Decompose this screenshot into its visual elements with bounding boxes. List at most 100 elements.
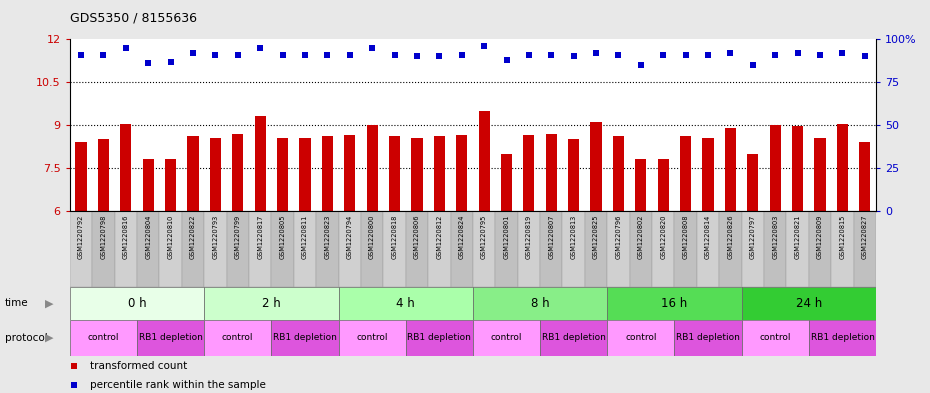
Bar (815, 138, 826, 211)
Text: RB1 depletion: RB1 depletion (139, 333, 203, 342)
Bar (299, 138, 311, 211)
Text: time: time (5, 298, 28, 309)
Bar (165, 159, 176, 211)
Point (231, 51, 246, 58)
Bar (741, 287, 876, 320)
Text: transformed count: transformed count (90, 361, 187, 371)
Text: RB1 depletion: RB1 depletion (407, 333, 472, 342)
Point (342, 51, 357, 58)
Text: GSM1220826: GSM1220826 (727, 215, 734, 259)
Text: GSM1220811: GSM1220811 (302, 215, 308, 259)
Bar (787, 211, 809, 287)
Point (66, 363, 81, 369)
Text: ▶: ▶ (45, 332, 53, 343)
Point (522, 51, 537, 58)
Text: GSM1220802: GSM1220802 (638, 215, 644, 259)
Bar (339, 320, 405, 356)
Point (365, 45, 379, 51)
Point (387, 51, 402, 58)
Bar (249, 211, 272, 287)
Text: GSM1220817: GSM1220817 (257, 215, 263, 259)
Bar (568, 139, 579, 211)
Bar (411, 138, 422, 211)
Text: GSM1220793: GSM1220793 (212, 215, 219, 259)
Point (432, 53, 446, 60)
Text: 4 h: 4 h (396, 297, 415, 310)
Bar (142, 159, 153, 211)
Bar (518, 211, 540, 287)
Bar (809, 211, 831, 287)
Bar (159, 211, 181, 287)
Bar (187, 136, 198, 211)
Bar (496, 211, 518, 287)
Text: GSM1220823: GSM1220823 (325, 215, 330, 259)
Bar (450, 211, 472, 287)
Text: GSM1220792: GSM1220792 (78, 215, 84, 259)
Bar (433, 136, 445, 211)
Text: GSM1220797: GSM1220797 (750, 215, 756, 259)
Bar (764, 211, 787, 287)
Bar (741, 320, 809, 356)
Bar (204, 320, 272, 356)
Bar (831, 211, 854, 287)
Point (656, 51, 671, 58)
Text: GSM1220803: GSM1220803 (772, 215, 778, 259)
Text: RB1 depletion: RB1 depletion (273, 333, 337, 342)
Text: GSM1220819: GSM1220819 (525, 215, 532, 259)
Point (66, 382, 81, 388)
Text: 24 h: 24 h (796, 297, 822, 310)
Point (768, 51, 783, 58)
Bar (294, 211, 316, 287)
Bar (137, 211, 159, 287)
Bar (137, 320, 204, 356)
Point (298, 51, 312, 58)
Text: GSM1220810: GSM1220810 (167, 215, 174, 259)
Bar (361, 211, 383, 287)
Bar (674, 211, 697, 287)
Bar (809, 320, 876, 356)
Point (633, 62, 648, 68)
Text: GSM1220795: GSM1220795 (481, 215, 487, 259)
Bar (613, 136, 624, 211)
Point (835, 50, 850, 56)
Bar (428, 211, 450, 287)
Bar (405, 211, 428, 287)
Bar (770, 125, 781, 211)
Point (566, 53, 581, 60)
Text: GSM1220794: GSM1220794 (347, 215, 352, 259)
Bar (92, 211, 114, 287)
Point (611, 51, 626, 58)
Bar (339, 287, 472, 320)
Point (409, 53, 424, 60)
Bar (472, 211, 496, 287)
Text: GSM1220804: GSM1220804 (145, 215, 152, 259)
Point (589, 50, 604, 56)
Point (185, 50, 200, 56)
Text: GSM1220799: GSM1220799 (234, 215, 241, 259)
Text: 2 h: 2 h (262, 297, 281, 310)
Point (140, 60, 155, 66)
Bar (697, 211, 719, 287)
Bar (75, 142, 86, 211)
Bar (204, 211, 227, 287)
Point (857, 53, 872, 60)
Point (477, 43, 492, 49)
Point (96, 51, 111, 58)
Bar (232, 134, 244, 211)
Text: 16 h: 16 h (661, 297, 687, 310)
Text: GSM1220805: GSM1220805 (280, 215, 286, 259)
Bar (741, 211, 764, 287)
Bar (854, 211, 876, 287)
Text: RB1 depletion: RB1 depletion (811, 333, 874, 342)
Text: GSM1220820: GSM1220820 (660, 215, 666, 259)
Text: GSM1220818: GSM1220818 (392, 215, 397, 259)
Point (73, 51, 88, 58)
Text: RB1 depletion: RB1 depletion (676, 333, 740, 342)
Text: GSM1220825: GSM1220825 (593, 215, 599, 259)
Text: control: control (222, 333, 254, 342)
Bar (652, 211, 674, 287)
Point (678, 51, 693, 58)
Text: GSM1220815: GSM1220815 (840, 215, 845, 259)
Point (275, 51, 290, 58)
Bar (585, 211, 607, 287)
